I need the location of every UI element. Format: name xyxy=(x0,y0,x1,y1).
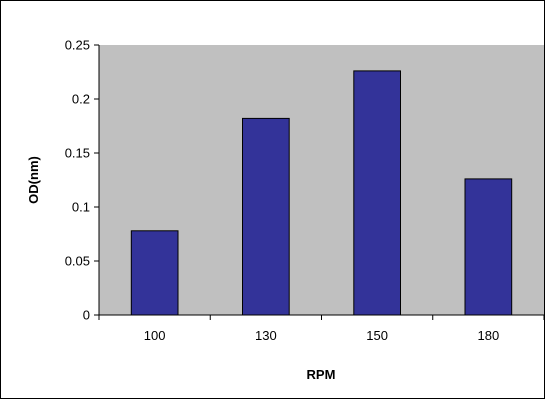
x-tick-label: 100 xyxy=(144,328,166,343)
y-tick-label: 0 xyxy=(83,308,90,323)
y-tick-label: 0.2 xyxy=(72,92,90,107)
y-tick-label: 0.25 xyxy=(65,38,90,53)
bar-180 xyxy=(464,178,513,316)
x-tick-label: 180 xyxy=(478,328,500,343)
y-axis-title: OD(nm) xyxy=(26,156,41,204)
x-ticks-group: 100 130 150 180 xyxy=(98,315,545,343)
y-tick-label: 0.05 xyxy=(65,254,90,269)
y-ticks-group: 0 0.05 0.1 0.15 0.2 0.25 xyxy=(65,38,99,323)
y-tick-label: 0.1 xyxy=(72,200,90,215)
bar-130 xyxy=(242,117,290,316)
y-tick-label: 0.15 xyxy=(65,146,90,161)
x-tick-label: 130 xyxy=(255,328,277,343)
bars-group xyxy=(130,70,513,316)
bar-100 xyxy=(130,230,179,316)
x-axis-title: RPM xyxy=(307,367,336,382)
x-tick-label: 150 xyxy=(366,328,388,343)
bar-150 xyxy=(353,70,401,316)
